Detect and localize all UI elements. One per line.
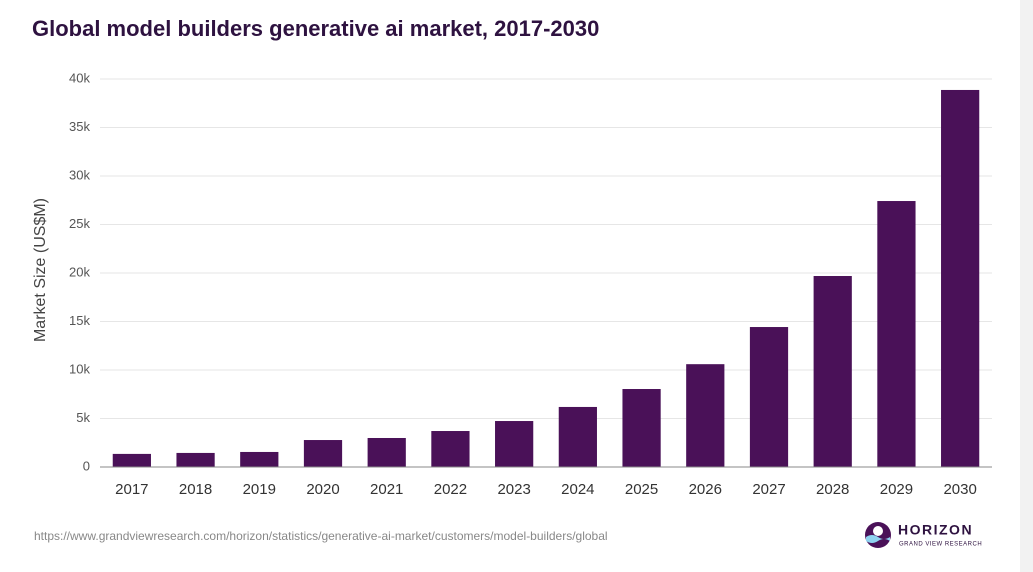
y-tick-label: 35k bbox=[69, 119, 90, 134]
y-tick-label: 30k bbox=[69, 167, 90, 182]
bar bbox=[686, 364, 725, 467]
y-tick-label: 25k bbox=[69, 216, 90, 231]
x-tick-label: 2023 bbox=[497, 481, 530, 498]
source-url[interactable]: https://www.grandviewresearch.com/horizo… bbox=[34, 529, 608, 543]
x-tick-label: 2027 bbox=[752, 481, 785, 498]
y-tick-label: 40k bbox=[69, 70, 90, 85]
bar bbox=[941, 89, 980, 467]
x-tick-label: 2022 bbox=[434, 481, 467, 498]
x-tick-label: 2020 bbox=[306, 481, 339, 498]
y-tick-label: 10k bbox=[69, 361, 90, 376]
x-tick-label: 2026 bbox=[689, 481, 722, 498]
y-tick-label: 20k bbox=[69, 264, 90, 279]
x-tick-label: 2025 bbox=[625, 481, 658, 498]
logo-wave bbox=[866, 535, 890, 543]
bar bbox=[431, 431, 470, 467]
x-tick-label: 2017 bbox=[115, 481, 148, 498]
x-tick-label: 2021 bbox=[370, 481, 403, 498]
x-tick-label: 2018 bbox=[179, 481, 212, 498]
chart-title: Global model builders generative ai mark… bbox=[32, 16, 599, 41]
bar bbox=[176, 452, 215, 467]
y-tick-label: 15k bbox=[69, 313, 90, 328]
y-tick-label: 5k bbox=[76, 410, 90, 425]
logo-sun bbox=[873, 526, 883, 536]
logo-name: HORIZON bbox=[898, 522, 973, 538]
x-tick-label: 2028 bbox=[816, 481, 849, 498]
bar bbox=[495, 421, 534, 467]
x-tick-label: 2029 bbox=[880, 481, 913, 498]
bar bbox=[877, 201, 916, 467]
logo: HORIZON GRAND VIEW RESEARCH bbox=[865, 522, 982, 548]
y-axis-label: Market Size (US$M) bbox=[32, 198, 49, 342]
x-tick-label: 2030 bbox=[943, 481, 976, 498]
bar bbox=[558, 406, 597, 467]
bar bbox=[240, 451, 279, 467]
bar bbox=[112, 453, 151, 467]
x-tick-label: 2019 bbox=[243, 481, 276, 498]
logo-sub: GRAND VIEW RESEARCH bbox=[899, 542, 982, 548]
y-tick-label: 0 bbox=[83, 458, 90, 473]
bar bbox=[622, 389, 661, 467]
bar bbox=[367, 437, 406, 467]
bar bbox=[749, 327, 789, 467]
scroll-strip bbox=[1020, 0, 1033, 572]
x-tick-label: 2024 bbox=[561, 481, 594, 498]
bar bbox=[813, 276, 852, 467]
bar bbox=[303, 440, 343, 467]
